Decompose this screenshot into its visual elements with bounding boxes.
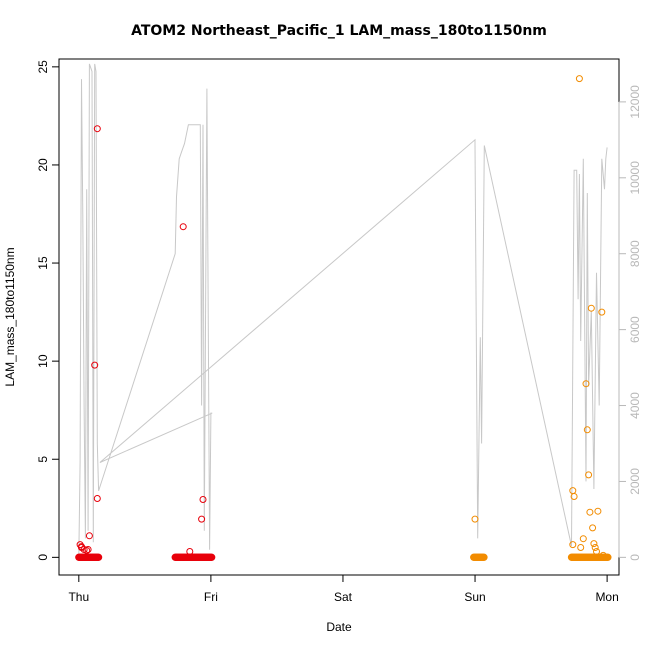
- data-point-1-10: [590, 540, 598, 548]
- y-axis-right: 0 2000 4000 6000 8000 10000 12000: [618, 85, 642, 561]
- data-point-1-18: [599, 551, 607, 559]
- data-point-1-13: [598, 308, 606, 316]
- x-tick-label: Sat: [334, 590, 353, 604]
- plot-area: [75, 63, 612, 561]
- y-axis-left: 0 5 10 15 20 25: [36, 60, 60, 561]
- data-point-0-3: [83, 547, 91, 554]
- data-point-1-16: [577, 544, 585, 551]
- y2-tick-label: 0: [628, 554, 642, 561]
- data-point-1-1: [569, 487, 577, 495]
- y-tick-label: 5: [36, 456, 50, 463]
- zero-point-3-0: [480, 553, 488, 561]
- chart-title: ATOM2 Northeast_Pacific_1 LAM_mass_180to…: [131, 23, 547, 39]
- x-tick-label: Mon: [595, 590, 618, 604]
- x-tick-label: Fri: [204, 590, 218, 604]
- data-point-0-6: [78, 543, 85, 551]
- data-point-1-11: [591, 544, 599, 551]
- y-tick-label: 25: [36, 60, 50, 74]
- y-tick-label: 10: [36, 354, 50, 368]
- zero-point-3-1: [604, 553, 612, 561]
- data-point-0-12: [198, 515, 206, 523]
- data-point-0-7: [84, 546, 92, 553]
- data-point-1-3: [575, 75, 583, 83]
- data-point-1-4: [582, 380, 590, 388]
- data-point-0-9: [93, 495, 101, 502]
- y2-tick-label: 6000: [628, 316, 642, 343]
- x-tick-label: Sun: [464, 590, 485, 604]
- data-point-1-9: [589, 524, 597, 532]
- y-tick-label: 0: [36, 554, 50, 561]
- y2-tick-label: 8000: [628, 240, 642, 267]
- y2-tick-label: 12000: [628, 85, 642, 119]
- data-point-0-5: [93, 125, 101, 133]
- data-point-1-8: [587, 304, 595, 312]
- data-point-1-17: [579, 535, 587, 543]
- data-point-1-5: [583, 426, 591, 434]
- data-point-0-10: [179, 223, 187, 231]
- y2-tick-label: 2000: [628, 468, 642, 495]
- y2-tick-label: 10000: [628, 161, 642, 195]
- data-point-1-14: [593, 548, 600, 555]
- y-axis-label: LAM_mass_180to1150nm: [3, 247, 17, 386]
- data-point-0-8: [91, 361, 99, 369]
- data-point-0-13: [199, 496, 207, 503]
- x-tick-label: Thu: [68, 590, 89, 604]
- zero-point-2-1: [208, 553, 216, 561]
- y-tick-label: 20: [36, 158, 50, 172]
- zero-point-2-0: [94, 553, 103, 561]
- y2-tick-label: 4000: [628, 392, 642, 419]
- x-axis-label: Date: [326, 620, 352, 634]
- data-point-0-11: [186, 548, 194, 555]
- data-point-1-15: [569, 541, 577, 549]
- plot-frame: [58, 58, 620, 576]
- data-point-1-7: [586, 508, 594, 516]
- data-point-1-6: [585, 471, 593, 479]
- x-axis: Thu Fri Sat Sun Mon: [68, 574, 619, 604]
- data-point-1-0: [471, 515, 479, 523]
- data-point-0-4: [85, 532, 93, 540]
- data-point-1-12: [594, 507, 602, 515]
- y-tick-label: 15: [36, 256, 50, 270]
- line-series-4: [78, 63, 608, 558]
- data-point-1-2: [570, 493, 578, 500]
